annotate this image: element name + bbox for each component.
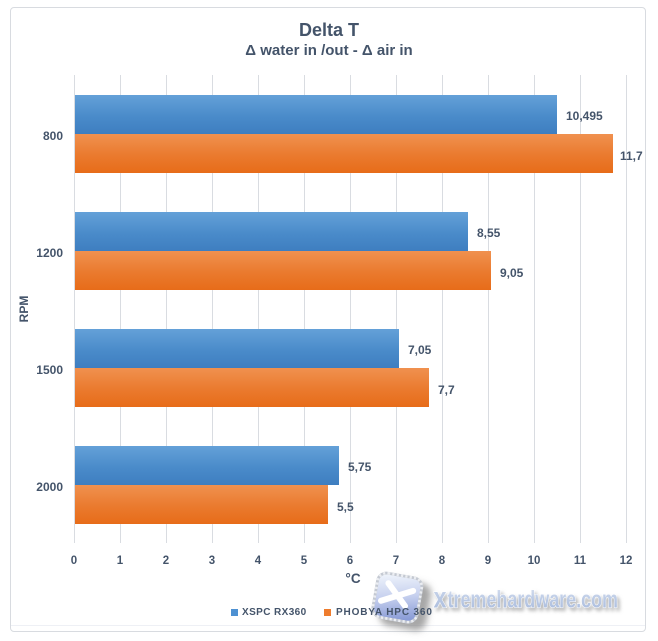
svg-text:tremehardware.com: tremehardware.com [448, 587, 619, 614]
svg-text:x: x [434, 582, 447, 615]
